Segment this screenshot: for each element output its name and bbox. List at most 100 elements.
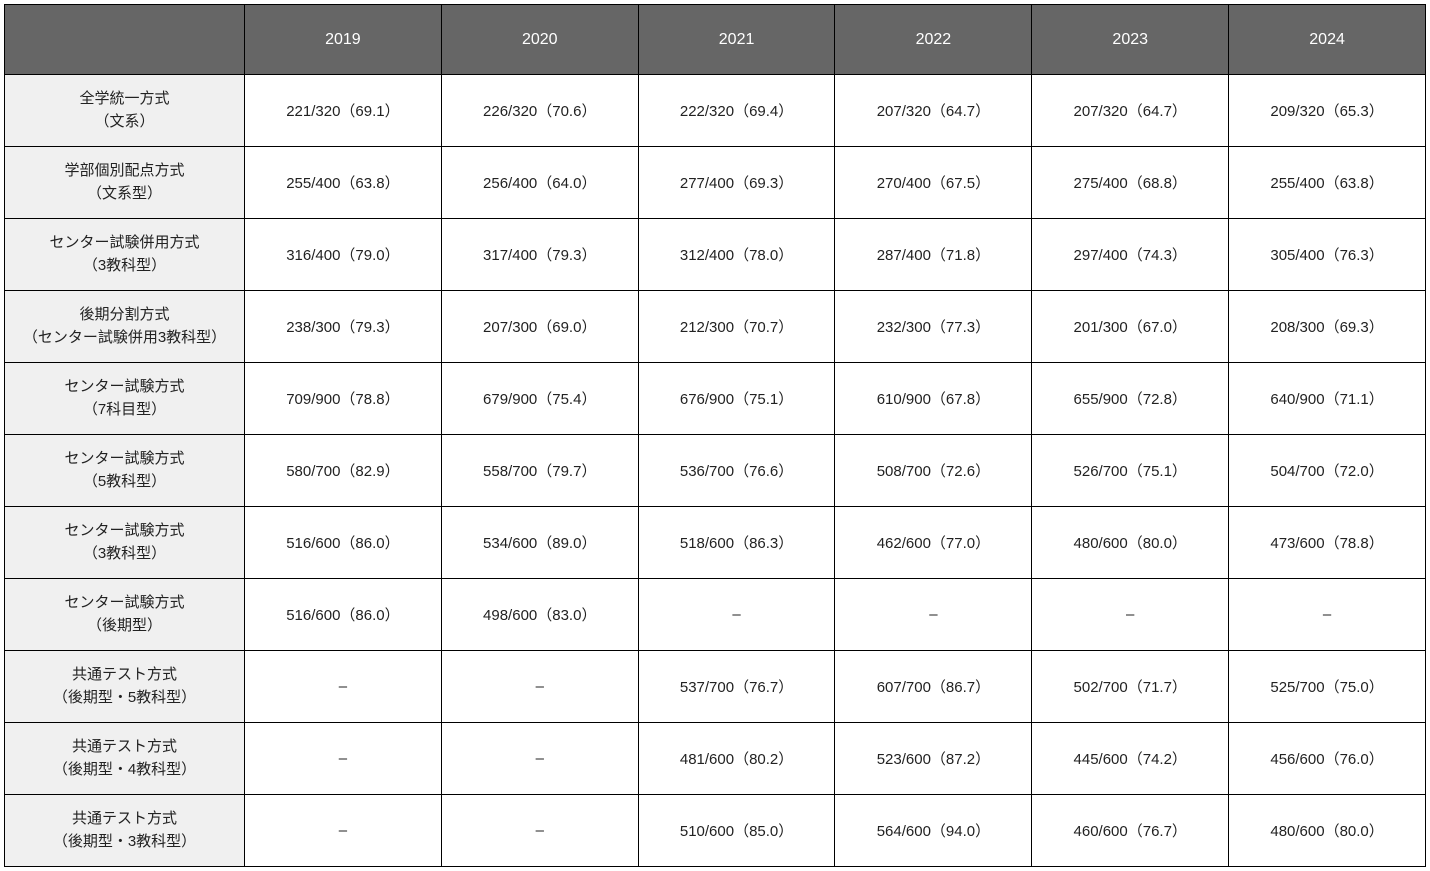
row-header: 全学統一方式 （文系） [5,75,245,147]
row-header-main: 全学統一方式 [79,90,169,107]
table-cell: 297/400（74.3） [1032,219,1229,291]
row-header-sub: （3教科型） [5,255,244,278]
row-header: センター試験方式（5教科型） [5,435,245,507]
table-cell: 207/320（64.7） [835,75,1032,147]
table-cell: 508/700（72.6） [835,435,1032,507]
row-header-sub: （後期型・3教科型） [5,831,244,854]
table-cell: 516/600（86.0） [245,579,442,651]
header-year: 2024 [1229,5,1426,75]
table-cell: 270/400（67.5） [835,147,1032,219]
table-row: 共通テスト方式（後期型・4教科型）––481/600（80.2）523/600（… [5,723,1426,795]
row-header: センター試験方式 （3教科型） [5,507,245,579]
row-header: 後期分割方式 （センター試験併用3教科型） [5,291,245,363]
table-row: センター試験方式（5教科型）580/700（82.9）558/700（79.7）… [5,435,1426,507]
row-header-sub: （文系型） [5,183,244,206]
table-cell: 255/400（63.8） [1229,147,1426,219]
table-header: 2019 2020 2021 2022 2023 2024 [5,5,1426,75]
row-header-main: センター試験方式 [64,522,184,539]
row-header-main: 共通テスト方式 [72,738,177,755]
table-row: 後期分割方式 （センター試験併用3教科型）238/300（79.3）207/300… [5,291,1426,363]
table-cell: 209/320（65.3） [1229,75,1426,147]
table-cell: – [441,795,638,867]
table-cell: – [1032,579,1229,651]
table-cell: – [835,579,1032,651]
table-cell: – [245,651,442,723]
row-header: センター試験併用方式 （3教科型） [5,219,245,291]
table-cell: 523/600（87.2） [835,723,1032,795]
table-cell: 558/700（79.7） [441,435,638,507]
row-header: センター試験方式（後期型） [5,579,245,651]
row-header-main: 共通テスト方式 [72,810,177,827]
table-row: 学部個別配点方式（文系型）255/400（63.8）256/400（64.0）2… [5,147,1426,219]
table-cell: 238/300（79.3） [245,291,442,363]
table-cell: 504/700（72.0） [1229,435,1426,507]
table-cell: 226/320（70.6） [441,75,638,147]
table-cell: 610/900（67.8） [835,363,1032,435]
table-cell: – [441,651,638,723]
row-header-sub: （3教科型） [5,543,244,566]
row-header: 共通テスト方式（後期型・5教科型） [5,651,245,723]
table-body: 全学統一方式（文系）221/320（69.1）226/320（70.6）222/… [5,75,1426,867]
table-cell: 445/600（74.2） [1032,723,1229,795]
table-cell: 208/300（69.3） [1229,291,1426,363]
table-cell: 564/600（94.0） [835,795,1032,867]
table-cell: 256/400（64.0） [441,147,638,219]
table-cell: 525/700（75.0） [1229,651,1426,723]
row-header-main: センター試験併用方式 [49,234,199,251]
header-year: 2022 [835,5,1032,75]
row-header-sub: （後期型・4教科型） [5,759,244,782]
row-header-main: 後期分割方式 [79,306,169,323]
table-cell: 526/700（75.1） [1032,435,1229,507]
row-header-sub: （後期型） [5,615,244,638]
table-cell: 502/700（71.7） [1032,651,1229,723]
table-cell: 516/600（86.0） [245,507,442,579]
row-header-sub: （文系） [5,111,244,134]
table-cell: 456/600（76.0） [1229,723,1426,795]
row-header: センター試験方式（7科目型） [5,363,245,435]
header-year: 2019 [245,5,442,75]
row-header-sub: （後期型・5教科型） [5,687,244,710]
table-cell: – [441,723,638,795]
table-cell: 305/400（76.3） [1229,219,1426,291]
table-cell: – [245,795,442,867]
row-header-main: 学部個別配点方式 [64,162,184,179]
table-cell: 207/320（64.7） [1032,75,1229,147]
table-cell: 312/400（78.0） [638,219,835,291]
table-cell: 460/600（76.7） [1032,795,1229,867]
row-header-main: センター試験方式 [64,378,184,395]
table-cell: – [638,579,835,651]
header-row: 2019 2020 2021 2022 2023 2024 [5,5,1426,75]
table-cell: – [1229,579,1426,651]
table-cell: 277/400（69.3） [638,147,835,219]
row-header: 共通テスト方式 （後期型・4教科型） [5,723,245,795]
header-corner [5,5,245,75]
table-cell: 222/320（69.4） [638,75,835,147]
table-cell: 679/900（75.4） [441,363,638,435]
table-cell: 481/600（80.2） [638,723,835,795]
table-cell: 518/600（86.3） [638,507,835,579]
table-cell: 709/900（78.8） [245,363,442,435]
table-cell: 498/600（83.0） [441,579,638,651]
table-cell: 232/300（77.3） [835,291,1032,363]
table-cell: 676/900（75.1） [638,363,835,435]
table-cell: 480/600（80.0） [1032,507,1229,579]
table-cell: 536/700（76.6） [638,435,835,507]
table-cell: 510/600（85.0） [638,795,835,867]
row-header-sub: （5教科型） [5,471,244,494]
table-row: センター試験方式（3教科型）516/600（86.0）534/600（89.0）… [5,507,1426,579]
table-cell: 207/300（69.0） [441,291,638,363]
table-row: 共通テスト方式（後期型・5教科型）––537/700（76.7）607/700（… [5,651,1426,723]
table-cell: 607/700（86.7） [835,651,1032,723]
table-cell: 212/300（70.7） [638,291,835,363]
table-row: 全学統一方式（文系）221/320（69.1）226/320（70.6）222/… [5,75,1426,147]
table-cell: 480/600（80.0） [1229,795,1426,867]
header-year: 2020 [441,5,638,75]
table-row: センター試験併用方式（3教科型）316/400（79.0）317/400（79.… [5,219,1426,291]
row-header-sub: （センター試験併用3教科型） [5,327,244,350]
score-table: 2019 2020 2021 2022 2023 2024 全学統一方式 （文系）… [4,4,1426,867]
table-cell: 255/400（63.8） [245,147,442,219]
table-cell: 537/700（76.7） [638,651,835,723]
header-year: 2023 [1032,5,1229,75]
table-row: センター試験方式（後期型）516/600（86.0）498/600（83.0）–… [5,579,1426,651]
table-cell: 580/700（82.9） [245,435,442,507]
